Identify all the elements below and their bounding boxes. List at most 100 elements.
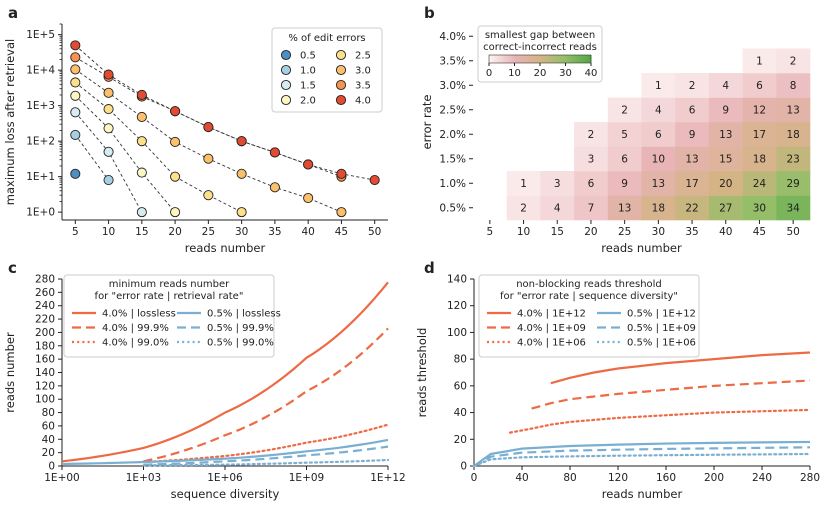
point-4.0 xyxy=(136,89,147,101)
x-axis-label: reads number xyxy=(602,487,683,501)
legend-label: 0.5% | 1E+09 xyxy=(627,323,696,334)
point-3.0 xyxy=(70,64,81,75)
colorbar-tick-label: 40 xyxy=(585,68,598,79)
heatmap-cell xyxy=(776,195,811,221)
heatmap-cell xyxy=(641,171,676,196)
series-line-0.5% | 1E+06 xyxy=(472,452,812,468)
cell-value: 4 xyxy=(655,104,662,116)
y-tick-label: 1.5% xyxy=(439,153,466,165)
cell-value: 34 xyxy=(786,202,800,214)
heatmap-cell xyxy=(540,171,575,196)
y-tick-label: 80 xyxy=(454,354,467,366)
x-tick-label: 1E+06 xyxy=(207,472,243,484)
panel-letter-a: a xyxy=(8,4,18,22)
legend-label: 4.0% | lossless xyxy=(102,309,176,320)
y-axis-label: error rate xyxy=(420,95,434,150)
cell-value: 18 xyxy=(753,153,766,165)
heatmap-cell xyxy=(708,122,743,147)
colorbar-segment xyxy=(570,55,574,63)
x-tick-label: 5 xyxy=(72,226,79,238)
y-tick-label: 1.0% xyxy=(439,178,466,190)
point-3.0 xyxy=(103,87,114,98)
y-tick-label: 1E+4 xyxy=(26,65,55,77)
y-tick-label: 140 xyxy=(447,274,467,286)
y-tick-label: 4.0% xyxy=(439,31,466,43)
y-tick-label: 0 xyxy=(48,461,55,473)
cell-value: 6 xyxy=(588,178,595,190)
heatmap-cell xyxy=(675,171,710,196)
cell-value: 2 xyxy=(790,55,797,67)
legend-title: minimum reads number xyxy=(109,279,230,290)
y-tick-label: 60 xyxy=(454,380,467,392)
cell-value: 9 xyxy=(689,129,696,141)
heatmap-cell xyxy=(742,146,777,172)
legend-marker-3.5 xyxy=(335,79,347,91)
cell-value: 27 xyxy=(719,202,732,214)
cell-value: 20 xyxy=(719,178,732,190)
panel-a: a 5 10 15 20 25 30 35 40 45 50 1E+0 1E+1 1E+2 1E+3 1E+4… xyxy=(3,4,388,255)
colorbar-segment xyxy=(517,55,520,63)
series-line-4.0% | 1E+09 xyxy=(531,379,811,410)
y-tick-label: 120 xyxy=(447,300,467,312)
panel-letter-c: c xyxy=(8,259,17,277)
series-line-0.5% | 99.9% xyxy=(143,445,389,466)
x-tick-label: 5 xyxy=(487,226,494,238)
legend-label: 0.5% | 99.9% xyxy=(207,323,274,334)
colorbar-segment xyxy=(575,55,579,63)
x-axis-label: reads number xyxy=(185,241,266,255)
colorbar-segment xyxy=(511,55,515,63)
heatmap-cell xyxy=(641,97,676,123)
colorbar-segment xyxy=(499,55,503,63)
y-tick-label: 40 xyxy=(454,407,467,419)
cell-value: 13 xyxy=(652,178,665,190)
x-tick-label: 25 xyxy=(618,226,631,238)
y-tick-label: 2.0% xyxy=(439,129,466,141)
cell-value: 6 xyxy=(756,80,763,92)
point-4.0 xyxy=(303,159,314,170)
x-tick-label: 1E+00 xyxy=(44,472,79,484)
y-tick-label: 140 xyxy=(35,367,55,379)
heatmap-cell xyxy=(540,195,575,221)
point-2.5 xyxy=(103,104,114,115)
colorbar-legend-box xyxy=(477,25,603,83)
series-line-2.0 xyxy=(74,95,176,213)
cell-value: 6 xyxy=(621,153,628,165)
heatmap-cell xyxy=(675,97,710,123)
colorbar-segment xyxy=(504,55,508,63)
point-3.0 xyxy=(303,192,314,204)
legend-label: 0.5 xyxy=(300,51,316,62)
panel-letter-b: b xyxy=(424,4,435,22)
legend-label: 4.0% | 99.0% xyxy=(102,338,169,349)
x-tick-label: 20 xyxy=(584,226,597,238)
colorbar-segment xyxy=(524,55,528,63)
series-line-0.5% | lossless xyxy=(61,438,389,466)
x-tick-label: 1E+12 xyxy=(370,472,405,484)
heatmap-cell xyxy=(742,171,777,196)
colorbar-tick-label: 30 xyxy=(559,68,572,79)
heatmap-cell xyxy=(776,146,811,172)
legend-box xyxy=(478,274,700,358)
colorbar-segment xyxy=(562,55,566,63)
heatmap-cell xyxy=(776,171,811,196)
x-tick-label: 280 xyxy=(800,472,820,484)
y-tick-label: 1E+2 xyxy=(26,136,55,148)
point-3.0 xyxy=(136,111,147,123)
colorbar-tick-label: 20 xyxy=(534,68,547,79)
y-tick-label: 60 xyxy=(42,420,55,432)
colorbar-segment xyxy=(491,55,495,63)
legend-marker-3.0 xyxy=(335,64,347,76)
cell-value: 13 xyxy=(719,129,732,141)
series-line-4.0% | 1E+12 xyxy=(550,351,811,385)
x-tick-label: 40 xyxy=(515,472,528,484)
heatmap-cell xyxy=(708,73,743,98)
y-tick-label: 2.5% xyxy=(439,104,466,116)
cell-value: 5 xyxy=(621,129,628,141)
cell-value: 17 xyxy=(685,178,698,190)
colorbar-segment xyxy=(555,55,559,63)
heatmap-cell xyxy=(574,195,609,221)
heatmap-cell xyxy=(574,146,609,172)
x-tick-label: 10 xyxy=(102,226,115,238)
cell-value: 2 xyxy=(588,129,595,141)
cell-value: 15 xyxy=(719,153,732,165)
